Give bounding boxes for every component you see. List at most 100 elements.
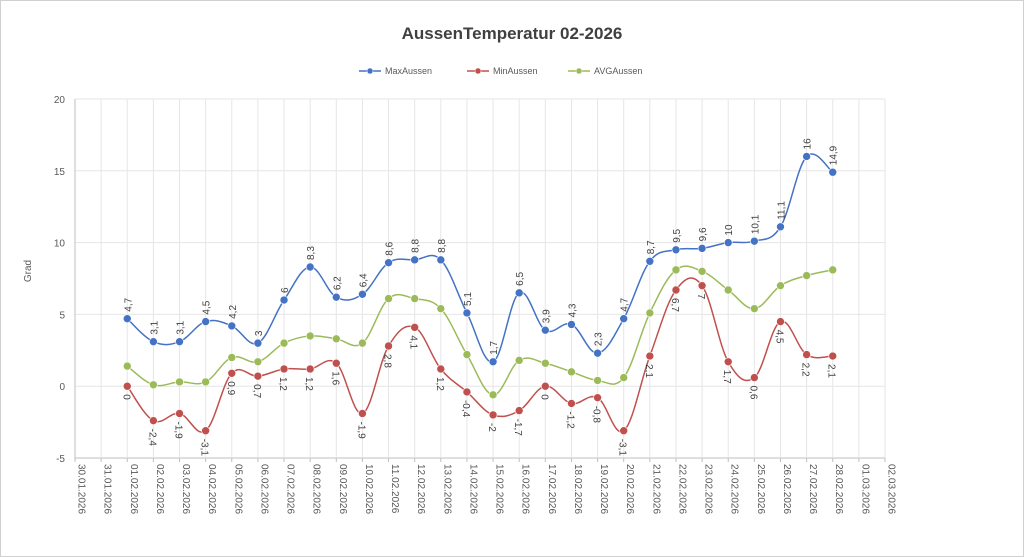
x-tick-label: 28.02.2026 <box>833 464 844 514</box>
data-point-min <box>723 357 733 367</box>
data-point-max <box>305 262 315 272</box>
y-tick-label: 0 <box>59 382 65 393</box>
legend-marker-max <box>366 67 374 75</box>
y-tick-label: 20 <box>54 95 66 106</box>
data-point-avg <box>305 331 315 341</box>
legend-label-max: MaxAussen <box>385 66 432 76</box>
data-label-min: -1,9 <box>173 421 184 439</box>
x-tick-label: 15.02.2026 <box>494 464 505 514</box>
data-point-max <box>671 245 681 255</box>
data-point-max <box>149 337 158 346</box>
series-line-avg <box>126 265 833 396</box>
data-label-max: 3,1 <box>149 320 160 334</box>
x-tick-label: 13.02.2026 <box>441 464 452 514</box>
data-point-max <box>828 167 838 177</box>
data-point-avg <box>175 377 184 387</box>
data-point-min <box>514 406 524 415</box>
data-point-max <box>331 292 341 302</box>
data-label-max: 11,1 <box>776 201 787 220</box>
data-point-avg <box>358 338 367 348</box>
x-tick-label: 12.02.2026 <box>415 464 426 514</box>
data-label-min: 0 <box>120 394 131 400</box>
data-label-max: 2,3 <box>594 332 605 346</box>
data-label-min: 1,2 <box>277 377 288 391</box>
data-label-max: 3 <box>254 330 265 336</box>
data-label-min: 1,2 <box>303 377 314 391</box>
data-point-min <box>358 409 367 418</box>
data-label-max: 9,5 <box>672 228 683 242</box>
data-point-avg <box>593 376 602 385</box>
data-point-max <box>541 325 550 335</box>
data-label-max: 6,5 <box>515 272 526 286</box>
data-label-min: 2,1 <box>826 364 837 378</box>
data-label-max: 3,9 <box>541 309 552 323</box>
x-tick-label: 02.02.2026 <box>154 464 165 514</box>
data-point-max <box>697 244 707 253</box>
data-point-avg <box>802 271 811 280</box>
data-point-min <box>201 426 210 436</box>
series-min <box>122 277 838 436</box>
data-label-max: 4,3 <box>567 303 578 317</box>
data-label-min: -1,7 <box>512 419 523 437</box>
data-label-max: 14,9 <box>829 145 840 165</box>
x-tick-label: 01.02.2026 <box>128 464 139 514</box>
x-tick-label: 18.02.2026 <box>572 464 583 514</box>
data-point-min <box>488 410 498 420</box>
data-label-min: 0,6 <box>747 386 758 400</box>
data-label-min: 4,1 <box>408 335 419 349</box>
data-point-avg <box>514 356 524 365</box>
data-point-avg <box>149 380 158 390</box>
data-point-max <box>410 255 419 265</box>
x-tick-label: 20.02.2026 <box>624 464 635 514</box>
data-point-min <box>593 393 602 402</box>
data-label-max: 6,2 <box>332 276 343 290</box>
legend-item-avg[interactable]: AVGAussen <box>568 66 642 76</box>
data-point-max <box>462 308 472 318</box>
data-point-min <box>462 387 472 397</box>
data-point-avg <box>462 350 472 359</box>
x-tick-label: 09.02.2026 <box>337 464 348 514</box>
data-point-min <box>567 399 576 408</box>
data-point-avg <box>541 358 550 368</box>
data-point-max <box>279 295 289 305</box>
data-label-min: -1,2 <box>564 411 575 429</box>
data-point-max <box>488 357 498 367</box>
y-axis-label: Grad <box>23 260 34 282</box>
data-point-avg <box>671 265 681 275</box>
data-label-max: 4,7 <box>620 297 631 311</box>
data-label-min: -3,1 <box>199 439 210 457</box>
data-label-min: 0 <box>538 394 549 400</box>
data-point-max <box>253 338 263 348</box>
x-tick-label: 27.02.2026 <box>807 464 818 514</box>
legend-item-min[interactable]: MinAussen <box>467 66 538 76</box>
x-tick-label: 02.03.2026 <box>886 464 897 514</box>
data-label-min: 2,2 <box>800 363 811 377</box>
data-point-avg <box>828 265 838 275</box>
data-label-max: 16 <box>803 138 814 150</box>
x-tick-label: 11.02.2026 <box>389 464 400 514</box>
data-point-min <box>436 364 446 374</box>
x-axis-ticks: 30.01.2026 31.01.2026 01.02.2026 02.02.2026… <box>76 464 897 514</box>
data-point-max <box>436 255 446 265</box>
data-point-max <box>750 236 759 246</box>
data-label-max: 9,6 <box>698 227 709 241</box>
data-label-min: 7 <box>695 294 706 300</box>
data-point-min <box>671 285 681 295</box>
data-label-max: 8,6 <box>385 241 396 255</box>
legend-label-min: MinAussen <box>493 66 538 76</box>
data-point-max <box>227 321 237 331</box>
data-point-avg <box>567 367 576 377</box>
x-tick-label: 23.02.2026 <box>703 464 714 514</box>
x-tick-label: 01.03.2026 <box>859 464 870 514</box>
data-point-max <box>175 337 184 346</box>
data-label-max: 8,8 <box>437 238 448 252</box>
legend-label-avg: AVGAussen <box>594 66 642 76</box>
x-tick-label: 16.02.2026 <box>520 464 531 514</box>
data-point-max <box>358 289 367 299</box>
data-point-min <box>175 409 184 418</box>
data-label-min: -3,1 <box>617 439 628 457</box>
legend-item-max[interactable]: MaxAussen <box>359 66 432 76</box>
y-axis-ticks: -5 0 5 10 15 20 <box>54 95 66 465</box>
x-tick-label: 22.02.2026 <box>676 464 687 514</box>
